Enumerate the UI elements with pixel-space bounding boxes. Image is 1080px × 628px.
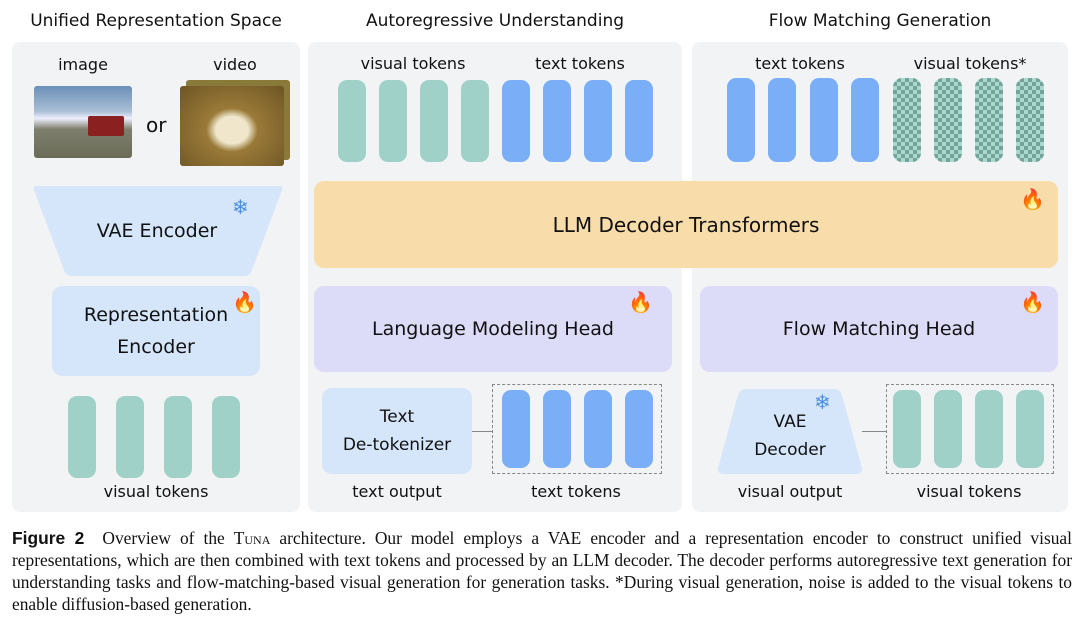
text-tokens-label: text tokens (535, 54, 625, 73)
text-detokenizer: Text De-tokenizer (322, 388, 472, 474)
text-token (584, 390, 612, 468)
visual-output-label: visual output (737, 482, 843, 501)
video-thumbnail (180, 86, 284, 166)
text-token (502, 390, 530, 468)
noisy-visual-token (893, 78, 921, 162)
text-output-label: text output (352, 482, 442, 501)
panel-title-generation: Flow Matching Generation (768, 11, 992, 31)
visual-token (1016, 390, 1044, 468)
fire-icon: 🔥 (1020, 290, 1045, 314)
visual-tokens-noisy-label: visual tokens* (913, 54, 1027, 73)
text-token (727, 78, 755, 162)
vae-decoder-shape (717, 389, 863, 474)
noisy-visual-token (1016, 78, 1044, 162)
text-token (851, 78, 879, 162)
visual-token (116, 396, 144, 478)
noisy-visual-token (934, 78, 962, 162)
vae-encoder-shape (33, 186, 283, 276)
text-token (543, 80, 571, 162)
visual-tokens-label: visual tokens (360, 54, 466, 73)
fire-icon: 🔥 (628, 290, 653, 314)
output-visual-tokens-group (886, 384, 1054, 474)
text-token (625, 390, 653, 468)
text-tokens-label: text tokens (755, 54, 845, 73)
visual-token (420, 80, 448, 162)
visual-token (164, 396, 192, 478)
visual-token (68, 396, 96, 478)
visual-tokens-label: visual tokens (103, 482, 209, 501)
language-modeling-head: Language Modeling Head (314, 286, 672, 372)
text-token (625, 80, 653, 162)
fire-icon: 🔥 (1020, 187, 1045, 211)
text-token (810, 78, 838, 162)
text-token (502, 80, 530, 162)
image-label: image (58, 55, 108, 74)
or-label: or (146, 113, 167, 137)
video-label: video (213, 55, 257, 74)
image-thumbnail (34, 86, 132, 158)
visual-token (461, 80, 489, 162)
visual-token (379, 80, 407, 162)
text-token (543, 390, 571, 468)
vae-encoder-label: VAE Encoder (96, 220, 218, 242)
snowflake-icon: ❄ (232, 195, 249, 219)
text-token (768, 78, 796, 162)
visual-token (212, 396, 240, 478)
panel-title-unified: Unified Representation Space (30, 11, 282, 31)
llm-decoder-transformers: LLM Decoder Transformers (314, 181, 1058, 268)
snowflake-icon: ❄ (814, 390, 831, 414)
vae-decoder-label: VAE Decoder (754, 412, 826, 460)
visual-tokens-label: visual tokens (916, 482, 1022, 501)
output-text-tokens-group (492, 384, 662, 474)
fire-icon: 🔥 (232, 290, 257, 314)
visual-token (893, 390, 921, 468)
noisy-visual-token (975, 78, 1003, 162)
text-token (584, 80, 612, 162)
representation-encoder: Representation Encoder (52, 286, 260, 376)
panel-title-understanding: Autoregressive Understanding (365, 11, 625, 31)
flow-matching-head: Flow Matching Head (700, 286, 1058, 372)
visual-token (338, 80, 366, 162)
text-tokens-label: text tokens (531, 482, 621, 501)
visual-token (934, 390, 962, 468)
visual-token (975, 390, 1003, 468)
figure-caption: Figure 2 Overview of the Tuna architectu… (12, 528, 1072, 614)
